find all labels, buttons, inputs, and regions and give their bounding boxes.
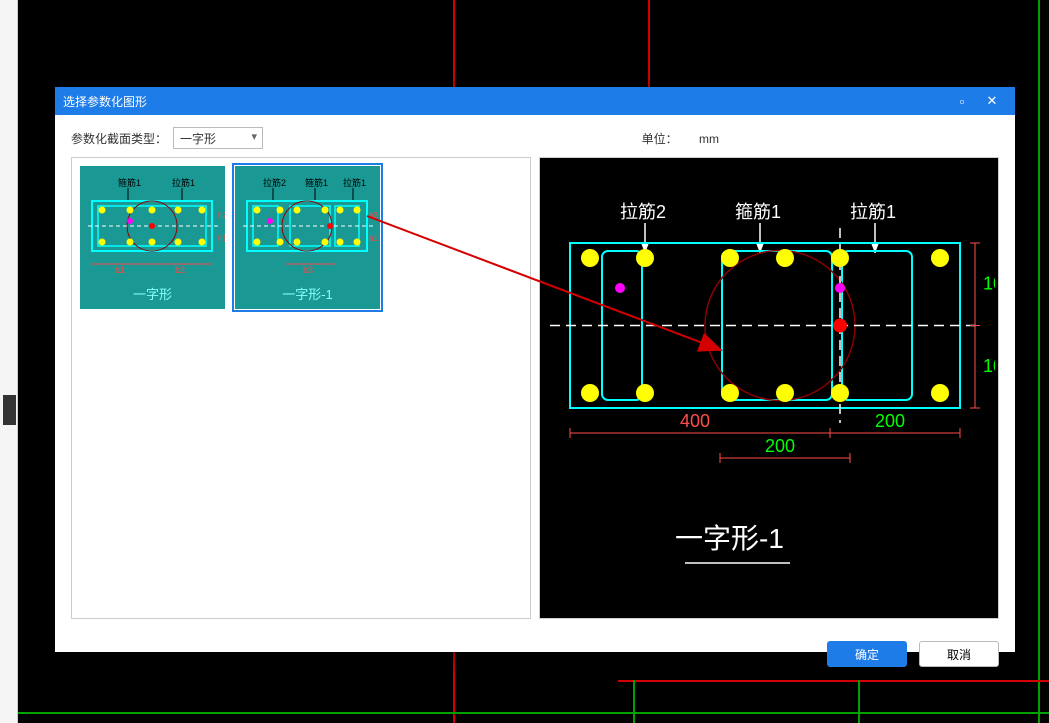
maximize-icon[interactable]: ▫: [947, 87, 977, 115]
svg-text:b2: b2: [175, 265, 185, 275]
section-type-value: 一字形: [180, 130, 216, 147]
ok-button[interactable]: 确定: [827, 641, 907, 667]
section-type-select[interactable]: 一字形: [173, 127, 263, 149]
section-drawing: 拉筋2 箍筋1 拉筋1 100 100 400 200 200 一字形-1: [540, 158, 995, 613]
svg-text:b1: b1: [115, 265, 125, 275]
svg-text:箍筋1: 箍筋1: [118, 177, 141, 188]
thumbnail-drawing: 箍筋1 拉筋1 b1 b2 h2 h1: [80, 166, 225, 286]
thumbnail-list: 箍筋1 拉筋1 b1 b2 h2 h1 一字形 拉筋2 箍筋1 拉筋1 b3 h2 h1 一字形-1: [71, 157, 531, 619]
svg-text:h2: h2: [369, 211, 378, 220]
thumbnail-label: 一字形-1: [235, 284, 380, 303]
svg-text:400: 400: [680, 411, 710, 431]
svg-text:拉筋2: 拉筋2: [620, 202, 666, 222]
type-label: 参数化截面类型：: [71, 130, 167, 147]
svg-text:一字形-1: 一字形-1: [675, 523, 784, 554]
thumbnail-drawing: 拉筋2 箍筋1 拉筋1 b3 h2 h1: [235, 166, 380, 286]
thumbnail-1[interactable]: 拉筋2 箍筋1 拉筋1 b3 h2 h1 一字形-1: [235, 166, 380, 309]
svg-text:200: 200: [765, 436, 795, 456]
svg-text:h1: h1: [218, 234, 225, 243]
preview-canvas: 拉筋2 箍筋1 拉筋1 100 100 400 200 200 一字形-1: [539, 157, 999, 619]
select-parametric-dialog: 选择参数化图形 ▫ ✕ 参数化截面类型： 一字形 单位： mm 箍筋1 拉筋1 b1…: [55, 87, 1015, 652]
svg-text:b3: b3: [303, 265, 313, 275]
left-ribbon: [0, 0, 18, 723]
svg-text:h2: h2: [218, 211, 225, 220]
svg-text:100: 100: [983, 273, 995, 293]
svg-text:拉筋1: 拉筋1: [343, 177, 366, 188]
ribbon-handle[interactable]: [3, 395, 16, 425]
dialog-title: 选择参数化图形: [63, 93, 947, 110]
thumbnail-label: 一字形: [80, 284, 225, 303]
close-icon[interactable]: ✕: [977, 87, 1007, 115]
thumbnail-0[interactable]: 箍筋1 拉筋1 b1 b2 h2 h1 一字形: [80, 166, 225, 309]
svg-text:箍筋1: 箍筋1: [305, 177, 328, 188]
unit-display: 单位： mm: [642, 130, 719, 147]
top-controls: 参数化截面类型： 一字形 单位： mm: [71, 127, 999, 149]
svg-text:箍筋1: 箍筋1: [735, 202, 781, 222]
unit-value: mm: [699, 132, 719, 146]
dialog-buttons: 确定 取消: [55, 631, 1015, 677]
dialog-titlebar[interactable]: 选择参数化图形 ▫ ✕: [55, 87, 1015, 115]
svg-text:h1: h1: [369, 234, 378, 243]
svg-text:拉筋2: 拉筋2: [263, 177, 286, 188]
unit-label-text: 单位：: [642, 132, 678, 146]
svg-text:拉筋1: 拉筋1: [172, 177, 195, 188]
svg-text:拉筋1: 拉筋1: [850, 202, 896, 222]
cancel-button[interactable]: 取消: [919, 641, 999, 667]
svg-text:100: 100: [983, 356, 995, 376]
svg-text:200: 200: [875, 411, 905, 431]
